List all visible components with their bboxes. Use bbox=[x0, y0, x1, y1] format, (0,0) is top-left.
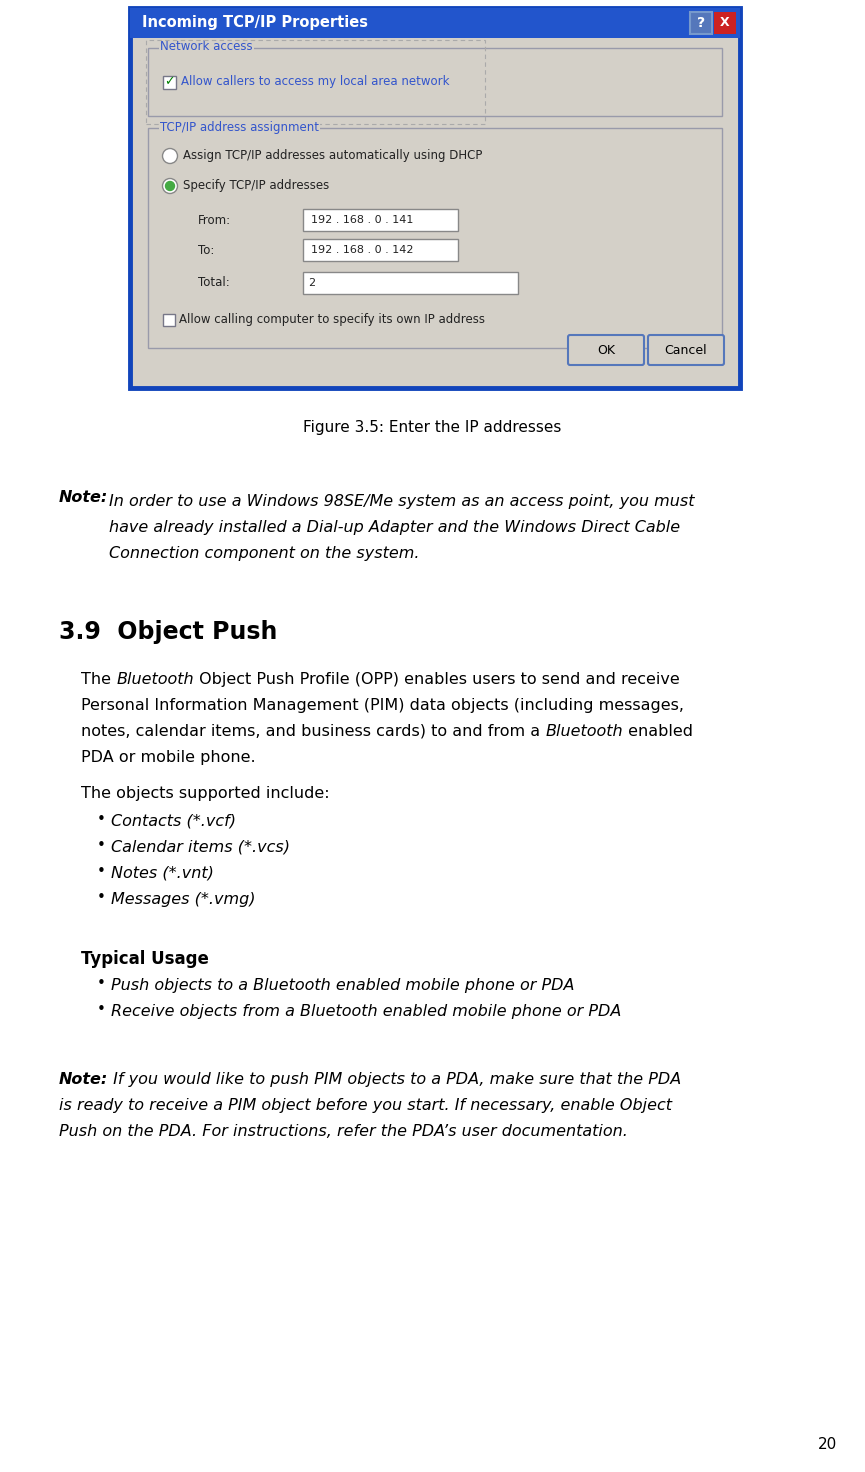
Circle shape bbox=[163, 178, 177, 193]
Text: OK: OK bbox=[597, 343, 615, 356]
Text: 2: 2 bbox=[308, 278, 315, 289]
Text: ✓: ✓ bbox=[164, 75, 175, 88]
Text: •: • bbox=[97, 838, 106, 852]
Bar bbox=[303, 209, 458, 231]
Text: TCP/IP address assignment: TCP/IP address assignment bbox=[160, 121, 319, 134]
Text: Allow calling computer to specify its own IP address: Allow calling computer to specify its ow… bbox=[179, 314, 485, 327]
Text: Connection component on the system.: Connection component on the system. bbox=[109, 546, 420, 561]
Text: •: • bbox=[97, 864, 106, 879]
Text: 20: 20 bbox=[817, 1437, 837, 1451]
Text: ?: ? bbox=[697, 16, 705, 29]
Bar bbox=[303, 272, 518, 294]
Text: •: • bbox=[97, 813, 106, 827]
Text: have already installed a Dial-up Adapter and the Windows Direct Cable: have already installed a Dial-up Adapter… bbox=[109, 520, 680, 534]
Text: Receive objects from a Bluetooth enabled mobile phone or PDA: Receive objects from a Bluetooth enabled… bbox=[111, 1004, 621, 1019]
Text: Typical Usage: Typical Usage bbox=[81, 949, 208, 969]
Circle shape bbox=[165, 181, 175, 190]
FancyBboxPatch shape bbox=[648, 336, 724, 365]
Text: To:: To: bbox=[198, 243, 215, 256]
Text: Calendar items (*.vcs): Calendar items (*.vcs) bbox=[111, 841, 290, 855]
Bar bbox=[163, 314, 175, 325]
Circle shape bbox=[163, 149, 177, 163]
Text: Figure 3.5: Enter the IP addresses: Figure 3.5: Enter the IP addresses bbox=[303, 420, 561, 436]
Text: •: • bbox=[97, 1002, 106, 1017]
Bar bbox=[130, 7, 740, 389]
Text: PDA or mobile phone.: PDA or mobile phone. bbox=[81, 751, 256, 765]
Bar bbox=[130, 7, 740, 38]
Bar bbox=[303, 238, 458, 261]
Text: From:: From: bbox=[198, 213, 231, 227]
Bar bbox=[148, 128, 722, 347]
Text: Assign TCP/IP addresses automatically using DHCP: Assign TCP/IP addresses automatically us… bbox=[183, 150, 483, 162]
Text: •: • bbox=[97, 976, 106, 991]
Text: Note:: Note: bbox=[59, 490, 108, 505]
Text: Network access: Network access bbox=[160, 41, 253, 53]
Text: Allow callers to access my local area network: Allow callers to access my local area ne… bbox=[181, 75, 450, 88]
Text: Bluetooth: Bluetooth bbox=[545, 724, 623, 739]
Text: Messages (*.vmg): Messages (*.vmg) bbox=[111, 892, 255, 907]
Text: notes, calendar items, and business cards) to and from a: notes, calendar items, and business card… bbox=[81, 724, 545, 739]
Text: Push objects to a Bluetooth enabled mobile phone or PDA: Push objects to a Bluetooth enabled mobi… bbox=[111, 977, 574, 994]
Text: •: • bbox=[97, 891, 106, 905]
Text: 192 . 168 . 0 . 141: 192 . 168 . 0 . 141 bbox=[311, 215, 413, 225]
Text: The objects supported include:: The objects supported include: bbox=[81, 786, 330, 801]
Bar bbox=[714, 12, 736, 34]
Text: Total:: Total: bbox=[198, 277, 230, 290]
Text: Contacts (*.vcf): Contacts (*.vcf) bbox=[111, 814, 236, 829]
FancyBboxPatch shape bbox=[568, 336, 644, 365]
Text: is ready to receive a PIM object before you start. If necessary, enable Object: is ready to receive a PIM object before … bbox=[59, 1098, 672, 1113]
Text: Personal Information Management (PIM) data objects (including messages,: Personal Information Management (PIM) da… bbox=[81, 698, 684, 712]
Text: Note:: Note: bbox=[59, 1072, 108, 1086]
Text: Cancel: Cancel bbox=[664, 343, 708, 356]
Text: Bluetooth: Bluetooth bbox=[116, 673, 194, 687]
Text: Specify TCP/IP addresses: Specify TCP/IP addresses bbox=[183, 180, 330, 193]
Text: 192 . 168 . 0 . 142: 192 . 168 . 0 . 142 bbox=[311, 244, 413, 255]
Text: The: The bbox=[81, 673, 116, 687]
Text: 3.9  Object Push: 3.9 Object Push bbox=[59, 620, 278, 645]
Text: X: X bbox=[721, 16, 730, 29]
Bar bbox=[690, 12, 712, 34]
Text: If you would like to push PIM objects to a PDA, make sure that the PDA: If you would like to push PIM objects to… bbox=[108, 1072, 682, 1086]
Text: enabled: enabled bbox=[623, 724, 693, 739]
Text: Object Push Profile (OPP) enables users to send and receive: Object Push Profile (OPP) enables users … bbox=[194, 673, 680, 687]
Text: Push on the PDA. For instructions, refer the PDA’s user documentation.: Push on the PDA. For instructions, refer… bbox=[59, 1125, 628, 1139]
Text: Notes (*.vnt): Notes (*.vnt) bbox=[111, 866, 214, 882]
Bar bbox=[148, 49, 722, 116]
Text: In order to use a Windows 98SE/Me system as an access point, you must: In order to use a Windows 98SE/Me system… bbox=[109, 495, 695, 509]
Bar bbox=[163, 75, 176, 88]
Text: Incoming TCP/IP Properties: Incoming TCP/IP Properties bbox=[142, 16, 368, 31]
